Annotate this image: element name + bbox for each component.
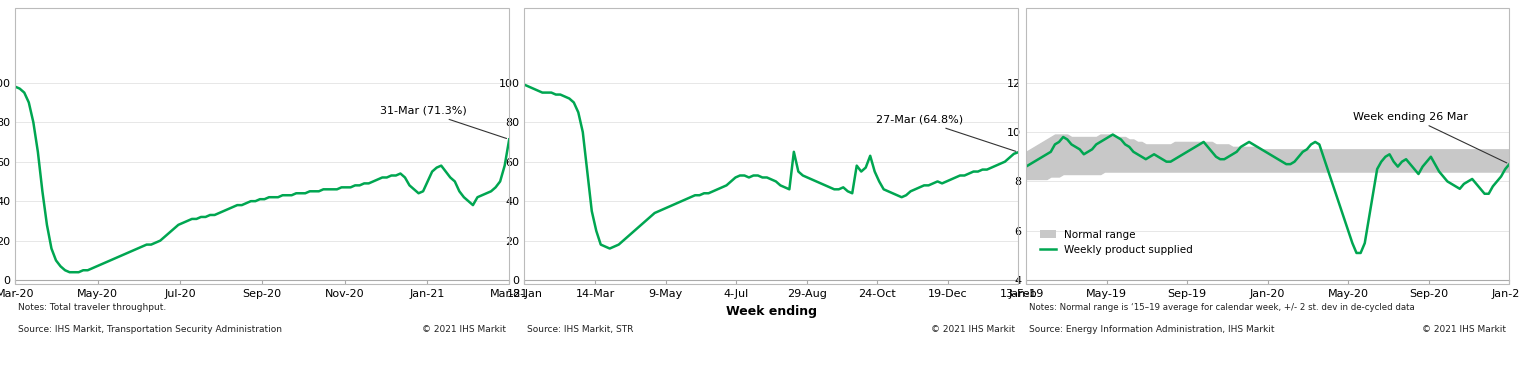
Text: TSA checkpoint travel numbers: TSA checkpoint travel numbers bbox=[27, 31, 287, 46]
Text: Source: IHS Markit, Transportation Security Administration: Source: IHS Markit, Transportation Secur… bbox=[18, 325, 283, 334]
Text: Week ending 26 Mar: Week ending 26 Mar bbox=[1353, 112, 1506, 163]
Text: Percent of January 2020 average, 7-day average, SA: Percent of January 2020 average, 7-day a… bbox=[27, 61, 321, 71]
Text: Notes: Normal range is ‘15–19 average for calendar week, +/- 2 st. dev in de-cyc: Notes: Normal range is ‘15–19 average fo… bbox=[1029, 303, 1415, 312]
Text: Percent of mid-January 2020, SA: Percent of mid-January 2020, SA bbox=[537, 61, 719, 71]
Text: STR hotel data: revenue per available room: STR hotel data: revenue per available ro… bbox=[537, 31, 898, 46]
Text: © 2021 IHS Markit: © 2021 IHS Markit bbox=[423, 325, 506, 334]
Text: © 2021 IHS Markit: © 2021 IHS Markit bbox=[1423, 325, 1506, 334]
Text: 31-Mar (71.3%): 31-Mar (71.3%) bbox=[380, 106, 506, 138]
Legend: Normal range, Weekly product supplied: Normal range, Weekly product supplied bbox=[1037, 226, 1198, 259]
Text: Finished motor gasoline product supplied: Finished motor gasoline product supplied bbox=[1038, 31, 1383, 46]
Text: Source: Energy Information Administration, IHS Markit: Source: Energy Information Administratio… bbox=[1029, 325, 1275, 334]
Text: 27-Mar (64.8%): 27-Mar (64.8%) bbox=[876, 115, 1015, 151]
X-axis label: Week ending: Week ending bbox=[727, 305, 816, 318]
Text: © 2021 IHS Markit: © 2021 IHS Markit bbox=[932, 325, 1015, 334]
Text: Million barrels per day, NSA: Million barrels per day, NSA bbox=[1038, 61, 1193, 71]
Text: Source: IHS Markit, STR: Source: IHS Markit, STR bbox=[527, 325, 634, 334]
Text: Notes: Total traveler throughput.: Notes: Total traveler throughput. bbox=[18, 303, 167, 312]
